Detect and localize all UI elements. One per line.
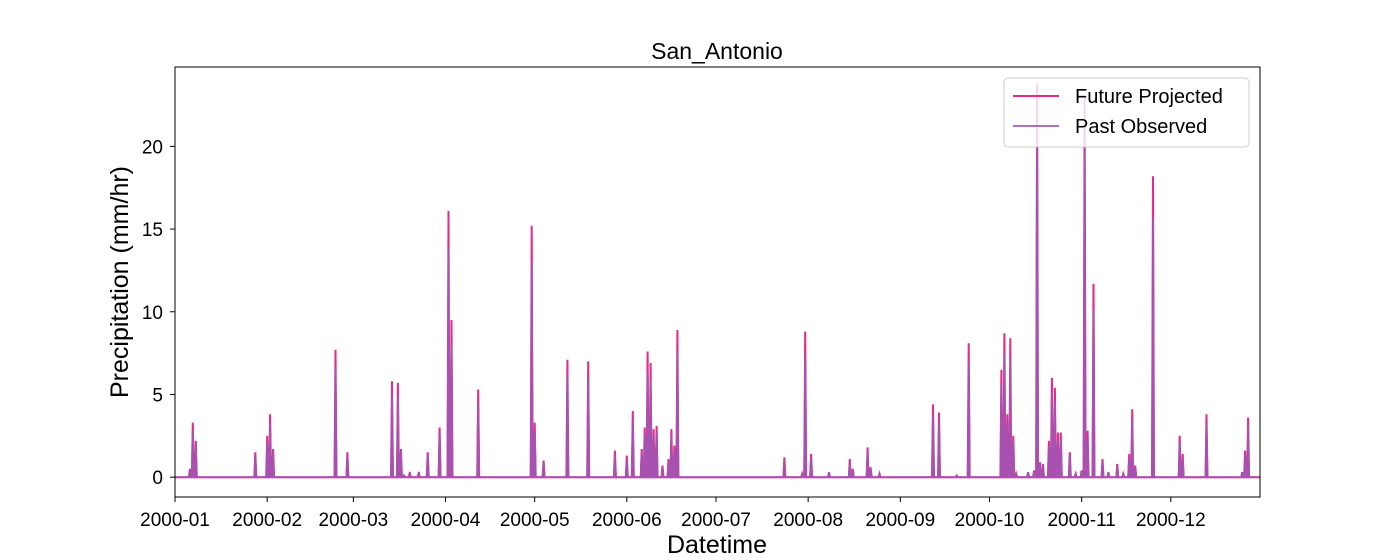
x-tick-label: 2000-09 — [865, 510, 935, 531]
chart-title: San_Antonio — [651, 38, 783, 64]
y-tick-label: 5 — [152, 385, 163, 406]
x-tick-label: 2000-07 — [681, 510, 751, 531]
legend-box — [1003, 77, 1250, 148]
x-tick-label: 2000-06 — [592, 510, 662, 531]
legend: Future Projected Past Observed — [1003, 77, 1250, 148]
legend-label-future-projected: Future Projected — [1075, 86, 1223, 108]
y-tick-label: 0 — [152, 468, 163, 489]
y-tick-label: 10 — [142, 303, 163, 324]
x-tick-label: 2000-05 — [500, 510, 570, 531]
series-group — [175, 83, 1260, 479]
x-tick-label: 2000-11 — [1047, 510, 1115, 531]
y-axis: 0 5 10 15 20 — [142, 137, 175, 489]
x-tick-label: 2000-12 — [1136, 510, 1206, 531]
x-tick-label: 2000-08 — [773, 510, 843, 531]
x-axis: 2000-01 2000-02 2000-03 2000-04 2000-05 2000-… — [140, 497, 1206, 531]
x-tick-label: 2000-03 — [318, 510, 388, 531]
plot-frame — [174, 66, 1261, 498]
x-axis-title: Datetime — [667, 531, 767, 559]
x-tick-label: 2000-04 — [411, 510, 481, 531]
x-tick-label: 2000-01 — [140, 510, 210, 531]
x-tick-label: 2000-10 — [955, 510, 1025, 531]
series-line-past-observed — [175, 138, 1260, 479]
y-tick-label: 20 — [142, 137, 163, 158]
y-tick-label: 15 — [142, 220, 163, 241]
y-axis-title: Precipitation (mm/hr) — [106, 166, 134, 398]
x-tick-label: 2000-02 — [232, 510, 302, 531]
legend-label-past-observed: Past Observed — [1075, 116, 1207, 138]
